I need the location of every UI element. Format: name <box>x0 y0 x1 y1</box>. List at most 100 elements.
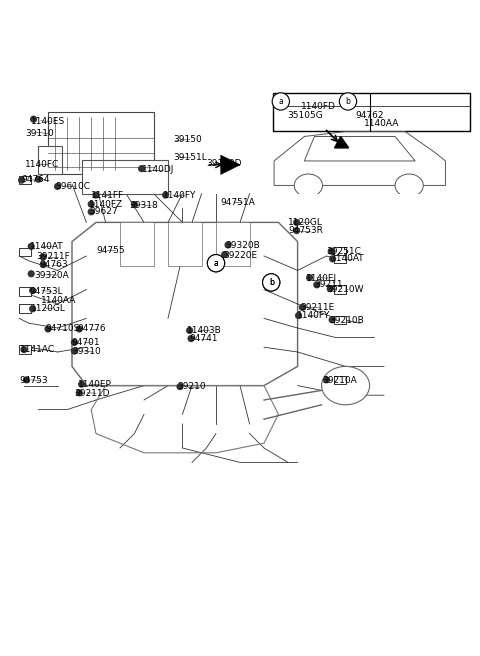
Polygon shape <box>221 155 240 174</box>
Text: 39627: 39627 <box>89 207 118 216</box>
Text: 94764: 94764 <box>22 174 50 184</box>
Circle shape <box>339 92 357 110</box>
Circle shape <box>300 304 305 310</box>
Circle shape <box>330 256 336 262</box>
Text: 1140AT: 1140AT <box>30 242 63 251</box>
Text: 39211F: 39211F <box>36 253 70 262</box>
Text: 39210B: 39210B <box>329 316 363 325</box>
Text: 35105G: 35105G <box>287 112 323 120</box>
Bar <box>19 176 31 184</box>
Ellipse shape <box>322 367 370 405</box>
Circle shape <box>88 209 94 215</box>
Bar <box>19 345 31 354</box>
Text: 39120D: 39120D <box>206 159 242 169</box>
Text: 39318: 39318 <box>130 201 158 210</box>
Circle shape <box>30 288 36 293</box>
Text: 1140EJ: 1140EJ <box>306 274 337 283</box>
Text: 39320A: 39320A <box>35 271 69 279</box>
Circle shape <box>28 243 34 249</box>
Circle shape <box>93 192 99 198</box>
Text: b: b <box>269 278 274 287</box>
Circle shape <box>314 282 320 288</box>
Text: 94741: 94741 <box>190 334 218 343</box>
Text: 94763: 94763 <box>39 260 68 269</box>
Text: 1140AT: 1140AT <box>331 255 365 263</box>
Bar <box>334 255 346 263</box>
Circle shape <box>187 327 192 333</box>
Text: 94753L: 94753L <box>30 287 63 296</box>
Circle shape <box>72 348 77 354</box>
Text: 1140FZ: 1140FZ <box>89 199 123 209</box>
Circle shape <box>28 271 34 277</box>
Text: a: a <box>214 258 218 268</box>
Circle shape <box>88 201 94 207</box>
Bar <box>120 222 154 266</box>
Bar <box>334 285 346 294</box>
Text: 1140EP: 1140EP <box>78 380 112 389</box>
Circle shape <box>45 326 51 332</box>
Circle shape <box>55 184 60 190</box>
Circle shape <box>324 377 329 382</box>
Circle shape <box>139 166 144 171</box>
Text: a: a <box>278 97 283 106</box>
Text: 39150: 39150 <box>173 135 202 144</box>
Text: 1140ES: 1140ES <box>31 117 65 126</box>
Text: 94710S: 94710S <box>46 325 80 333</box>
Bar <box>168 222 202 266</box>
Text: 39151L: 39151L <box>173 153 206 161</box>
Text: 39310: 39310 <box>72 348 101 356</box>
Circle shape <box>72 340 77 345</box>
Text: 39210W: 39210W <box>326 285 364 294</box>
Text: 1120GL: 1120GL <box>31 304 66 314</box>
Circle shape <box>24 377 29 382</box>
Text: 39211: 39211 <box>314 280 343 289</box>
Text: a: a <box>214 258 218 268</box>
Text: 39220E: 39220E <box>223 251 257 260</box>
Text: 94751A: 94751A <box>221 197 255 207</box>
Text: b: b <box>346 97 350 106</box>
Circle shape <box>36 176 41 182</box>
Text: 1140FD: 1140FD <box>301 102 336 111</box>
Bar <box>38 146 62 174</box>
Bar <box>334 375 346 384</box>
Circle shape <box>177 384 183 390</box>
Circle shape <box>207 255 225 272</box>
Circle shape <box>263 274 280 291</box>
Text: 39251C: 39251C <box>326 247 361 256</box>
Circle shape <box>76 326 82 332</box>
Bar <box>334 247 346 256</box>
Circle shape <box>40 262 46 268</box>
Text: 39210A: 39210A <box>323 377 357 385</box>
Circle shape <box>132 202 137 207</box>
Circle shape <box>188 336 194 341</box>
Text: 1140FC: 1140FC <box>25 160 59 169</box>
Bar <box>19 287 31 296</box>
Text: 39210: 39210 <box>178 382 206 391</box>
Circle shape <box>19 177 24 183</box>
Bar <box>216 222 250 266</box>
Text: 39610C: 39610C <box>55 182 90 191</box>
Circle shape <box>294 228 300 234</box>
Text: 94776: 94776 <box>78 325 107 333</box>
Text: 1140FY: 1140FY <box>163 192 197 201</box>
Text: 1141FF: 1141FF <box>91 192 124 201</box>
Text: 1140FY: 1140FY <box>297 312 330 321</box>
Circle shape <box>296 313 301 318</box>
Bar <box>48 112 154 174</box>
Text: 39211E: 39211E <box>300 303 334 312</box>
Text: 94753: 94753 <box>19 377 48 385</box>
Bar <box>334 316 346 324</box>
Text: 94753R: 94753R <box>288 226 323 235</box>
Text: 94701: 94701 <box>71 338 100 347</box>
Circle shape <box>21 347 27 352</box>
Circle shape <box>163 192 168 198</box>
Circle shape <box>329 317 335 323</box>
Circle shape <box>207 255 225 272</box>
Text: 1141AC: 1141AC <box>20 345 55 354</box>
Circle shape <box>79 381 84 387</box>
Bar <box>273 92 470 131</box>
Text: 1140AA: 1140AA <box>41 296 76 304</box>
Circle shape <box>263 274 280 291</box>
Text: 1140DJ: 1140DJ <box>142 165 174 174</box>
Circle shape <box>40 254 46 260</box>
